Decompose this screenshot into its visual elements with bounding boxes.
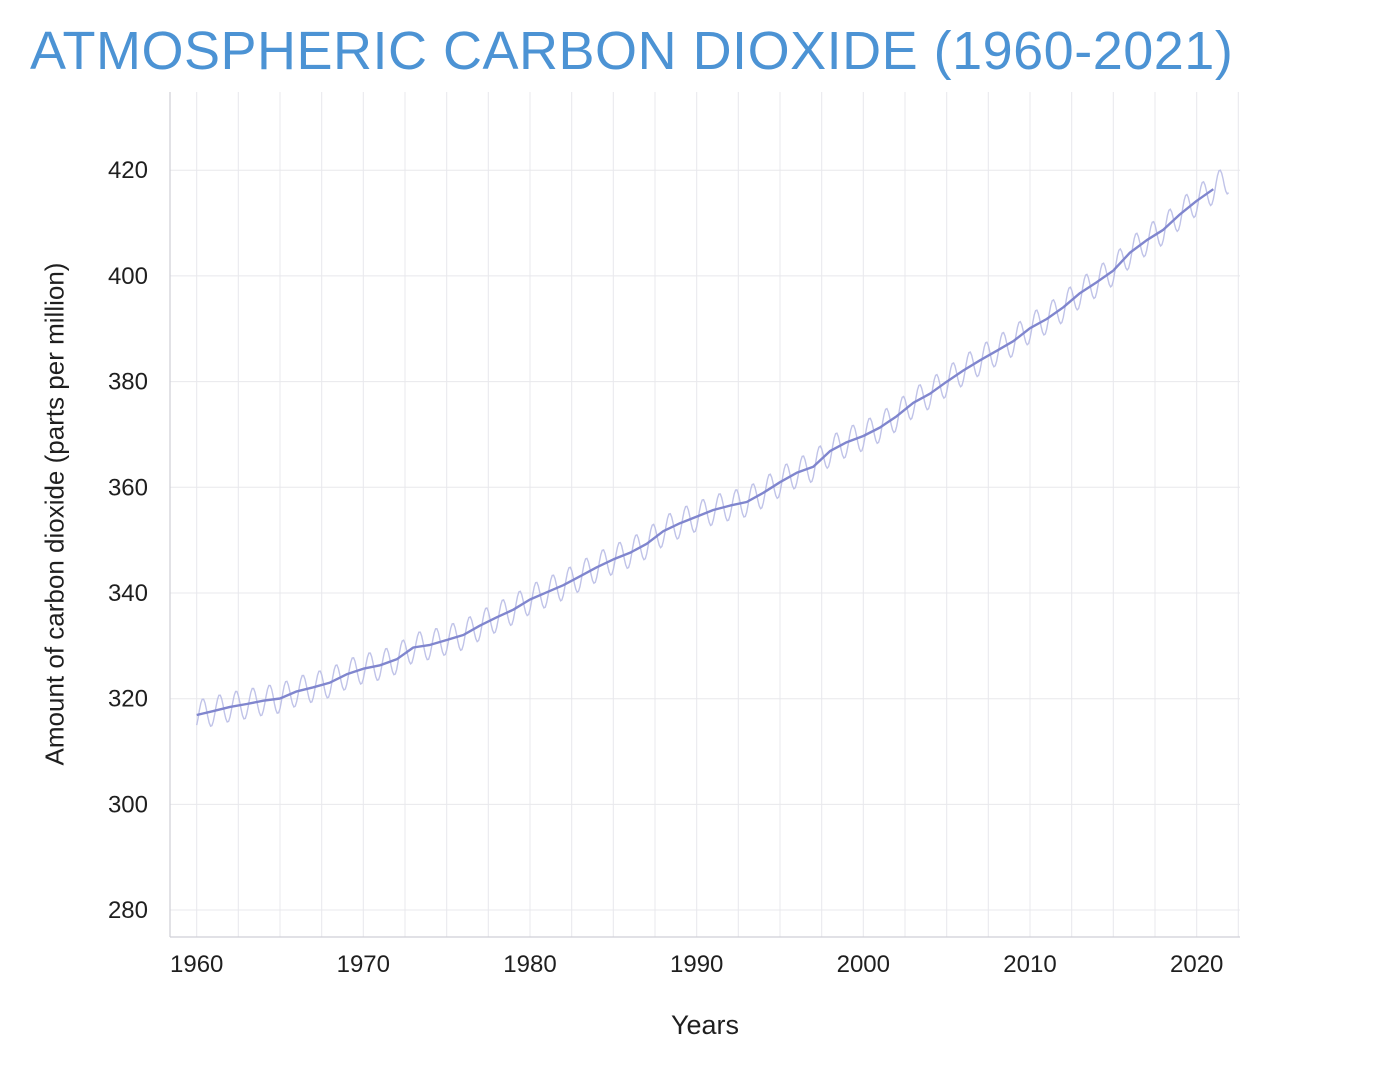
y-tick-label: 320 <box>108 686 148 713</box>
x-tick-labels: 1960 1970 1980 1990 2000 2010 2020 <box>170 951 1223 978</box>
chart-title: ATMOSPHERIC CARBON DIOXIDE (1960-2021) <box>30 21 1234 81</box>
y-tick-label: 380 <box>108 369 148 396</box>
y-tick-label: 340 <box>108 580 148 607</box>
chart-area: 1960 1970 1980 1990 2000 2010 2020 280 300 320 340… <box>0 82 1374 1064</box>
gridlines <box>170 92 1240 937</box>
y-tick-label: 280 <box>108 897 148 924</box>
x-tick-label: 1960 <box>170 951 223 978</box>
y-axis-label: Amount of carbon dioxide (parts per mill… <box>39 262 70 766</box>
y-tick-label: 300 <box>108 791 148 818</box>
x-tick-label: 2010 <box>1003 951 1056 978</box>
x-tick-label: 1990 <box>670 951 723 978</box>
annual-mean-co2-line <box>196 188 1214 717</box>
y-tick-labels: 280 300 320 340 360 380 400 420 <box>108 157 148 924</box>
x-axis-label: Years <box>670 1010 740 1040</box>
x-tick-label: 1980 <box>503 951 556 978</box>
y-tick-label: 420 <box>108 157 148 184</box>
x-tick-label: 1970 <box>337 951 390 978</box>
co2-line-chart: 1960 1970 1980 1990 2000 2010 2020 280 300 320 340… <box>108 92 1240 978</box>
y-tick-label: 360 <box>108 474 148 501</box>
x-tick-label: 2000 <box>837 951 890 978</box>
seasonal-co2-line <box>196 169 1230 728</box>
y-tick-label: 400 <box>108 263 148 290</box>
axes <box>169 92 1240 938</box>
x-tick-label: 2020 <box>1170 951 1223 978</box>
